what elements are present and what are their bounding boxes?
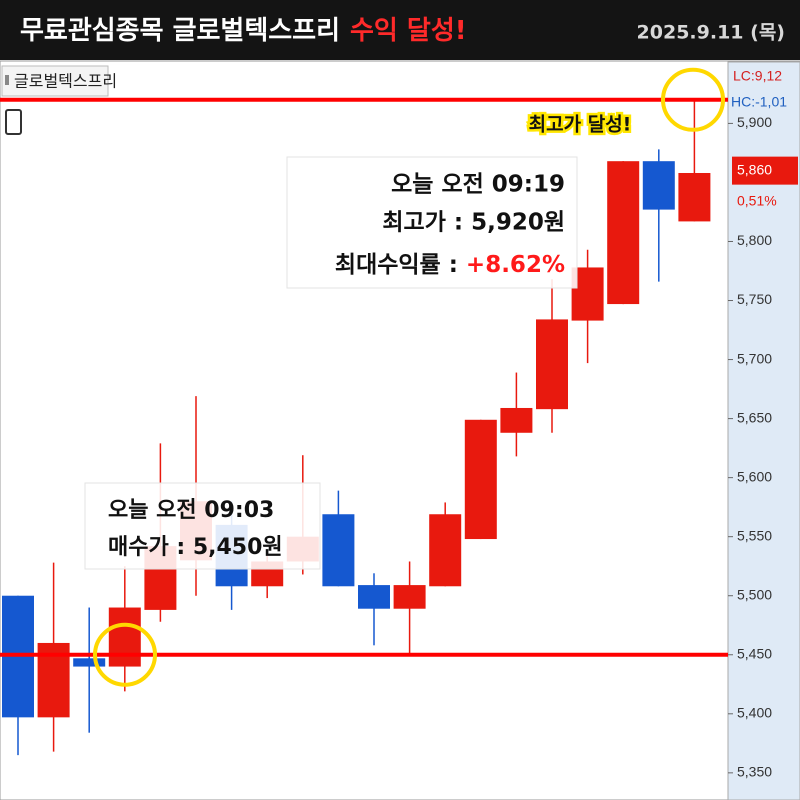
- candle-body: [358, 585, 390, 609]
- ticker-icon: [5, 75, 9, 85]
- candle-body: [500, 407, 533, 433]
- peak-time: 오늘 오전 09:19: [391, 172, 565, 198]
- max-return-value: +8.62%: [466, 252, 565, 278]
- y-tick-label: 5,500: [737, 586, 772, 602]
- candle-body: [108, 607, 141, 667]
- last-price-label: 5,860: [737, 161, 772, 177]
- highlight-circle: [93, 622, 157, 687]
- y-tick-label: 5,450: [737, 645, 772, 661]
- candle-body: [607, 161, 640, 305]
- candle-body: [322, 514, 355, 587]
- title-text: 무료관심종목 글로벌텍스프리: [20, 16, 340, 46]
- header-bar: [0, 0, 800, 60]
- y-tick-label: 5,550: [737, 527, 772, 543]
- candle-body: [536, 319, 568, 410]
- buy-box: [84, 482, 321, 570]
- candle-body: [429, 514, 462, 587]
- y-tick-label: 5,600: [737, 468, 772, 484]
- header-date: 2025.9.11 (목): [637, 22, 785, 44]
- y-tick-label: 5,750: [737, 291, 772, 307]
- candle-body: [464, 419, 497, 540]
- y-tick-label: 5,650: [737, 409, 772, 425]
- lc-label: LC:9,12: [733, 68, 782, 84]
- y-tick-label: 5,800: [737, 232, 772, 248]
- y-tick-label: 5,400: [737, 705, 772, 721]
- calculator-icon: [5, 109, 22, 135]
- peak-box: [286, 156, 578, 289]
- hc-label: HC:-1,01: [731, 94, 787, 110]
- candle-body: [678, 172, 711, 222]
- y-tick-label: 5,700: [737, 350, 772, 366]
- y-tick-label: 5,350: [737, 764, 772, 780]
- max-return-label: 최대수익률 :: [335, 252, 466, 278]
- candle-body: [73, 658, 106, 667]
- title-highlight: 수익 달성!: [350, 16, 467, 46]
- max-return: 최대수익률 : +8.62%: [335, 252, 565, 278]
- candle-body: [642, 161, 675, 210]
- peak-badge: 최고가 달성!: [529, 114, 632, 136]
- header-title: 무료관심종목 글로벌텍스프리 수익 달성!: [20, 16, 467, 46]
- price-axis: [727, 61, 800, 800]
- buy-time: 오늘 오전 09:03: [108, 498, 274, 523]
- peak-price: 최고가 : 5,920원: [382, 210, 565, 236]
- highlight-circle: [661, 67, 725, 132]
- ticker-label: 글로벌텍스프리: [14, 72, 117, 91]
- y-tick-label: 5,900: [737, 114, 772, 130]
- ticker-tab: [1, 65, 109, 97]
- change-label: 0,51%: [737, 192, 777, 208]
- buy-price: 매수가 : 5,450원: [108, 535, 283, 560]
- last-price-tag: [732, 156, 798, 185]
- candle-body: [393, 585, 426, 609]
